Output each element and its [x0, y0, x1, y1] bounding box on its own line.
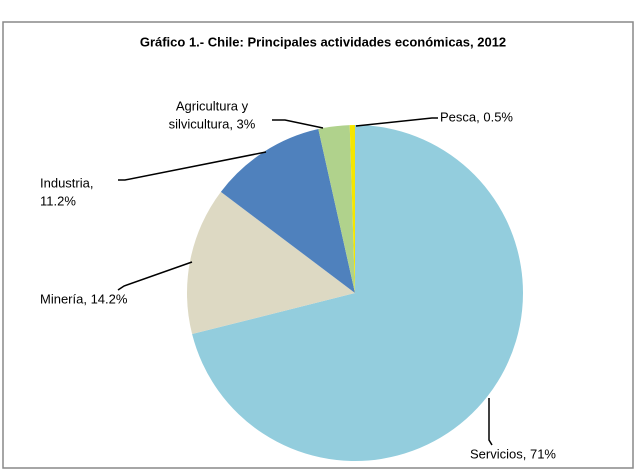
leader-line	[117, 261, 193, 291]
data-label: Agricultura y	[176, 98, 249, 113]
pie-slice	[318, 125, 355, 293]
data-label: Pesca, 0.5%	[440, 109, 513, 124]
pie-slice	[349, 125, 355, 293]
leader-line	[118, 151, 267, 181]
data-label: 11.2%	[40, 193, 76, 208]
leader-line	[272, 119, 324, 129]
data-label: Industria,	[40, 175, 93, 190]
pie-slice	[192, 125, 524, 462]
leader-line	[355, 117, 438, 127]
leader-line	[488, 398, 493, 446]
data-label: silvicultura, 3%	[169, 116, 256, 131]
data-label: Minería, 14.2%	[40, 291, 128, 306]
pie-slice	[220, 129, 355, 293]
chart-title: Gráfico 1.- Chile: Principales actividad…	[140, 34, 506, 49]
pie-slice	[186, 191, 355, 335]
data-label: Servicios, 71%	[470, 446, 556, 461]
